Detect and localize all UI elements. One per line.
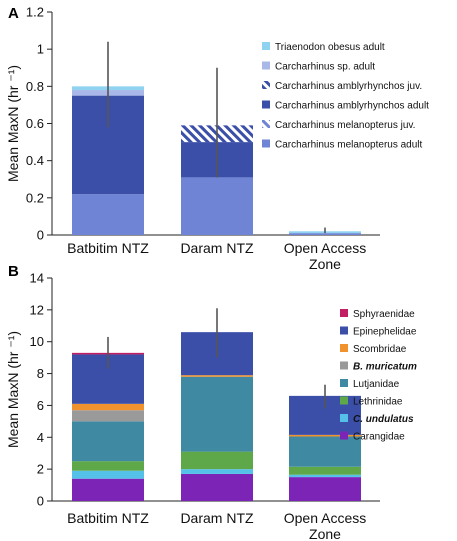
legend-swatch [340, 326, 348, 335]
bar-segment [289, 436, 361, 467]
legend-swatch [340, 414, 348, 422]
panel-label: B [8, 263, 19, 280]
bar-segment [181, 469, 253, 474]
legend-swatch [262, 81, 270, 89]
y-tick-label: 8 [37, 366, 44, 381]
bar-segment [289, 474, 361, 478]
bar-segment [289, 466, 361, 475]
bar-segment [72, 403, 144, 411]
legend-swatch [262, 139, 270, 148]
legend-swatch [262, 61, 270, 70]
legend-label: Carcharhinus melanopterus adult [275, 140, 423, 151]
y-tick-label: 0.2 [26, 190, 44, 205]
y-tick-label: 12 [30, 302, 44, 317]
y-tick-label: 0.8 [26, 79, 44, 94]
category-label: Batbitim NTZ [67, 240, 149, 256]
category-label: Daram NTZ [180, 240, 254, 256]
bar-segment [72, 410, 144, 422]
legend-swatch [262, 120, 270, 128]
legend-swatch [340, 309, 348, 317]
legend-label: Triaenodon obesus adult [275, 42, 385, 53]
bar-segment [289, 477, 361, 501]
legend-label: Sphyraenidae [353, 309, 415, 320]
y-tick-label: 1 [37, 42, 44, 57]
y-tick-label: 0.4 [26, 153, 44, 168]
y-axis-label: Mean MaxN (hr ⁻¹) [5, 331, 21, 448]
bar-segment [72, 461, 144, 471]
y-tick-label: 0 [37, 228, 44, 243]
category-label: Open Access [284, 510, 367, 526]
bar-segment [72, 194, 144, 235]
legend-swatch [340, 431, 348, 440]
legend-label: Carcharhinus melanopterus juv. [275, 120, 415, 131]
legend-label: Carcharhinus amblyrhynchos adult [275, 101, 429, 112]
legend-label: Carcharhinus amblyrhynchos juv. [275, 81, 422, 92]
y-tick-label: 0.6 [26, 116, 44, 131]
bar-segment [181, 177, 253, 235]
bar-segment [181, 451, 253, 470]
bar-segment [72, 421, 144, 462]
legend-label: Epinephelidae [353, 327, 417, 338]
category-label: Batbitim NTZ [67, 510, 149, 526]
legend-label: B. muricatum [353, 362, 417, 373]
bar-segment [181, 473, 253, 501]
legend-label: Carangidae [353, 432, 405, 443]
y-axis-label: Mean MaxN (hr ⁻¹) [5, 65, 21, 182]
legend-label: Carcharhinus sp. adult [275, 62, 375, 73]
panel-label: A [8, 5, 19, 22]
category-label: Open Access [284, 240, 367, 256]
legend-swatch [340, 379, 348, 387]
y-tick-label: 6 [37, 398, 44, 413]
bar-segment [72, 470, 144, 479]
y-tick-label: 0 [37, 494, 44, 509]
legend-swatch [262, 100, 270, 109]
y-tick-label: 2 [37, 462, 44, 477]
legend-swatch [340, 344, 348, 352]
category-label: Daram NTZ [180, 510, 254, 526]
category-label: Zone [309, 256, 341, 272]
y-tick-label: 1.2 [26, 5, 44, 20]
bar-segment [181, 375, 253, 377]
legend-swatch [262, 42, 270, 50]
bar-segment [289, 233, 361, 235]
legend-label: Lethrinidae [353, 397, 403, 408]
y-tick-label: 14 [30, 271, 44, 286]
category-label: Zone [309, 526, 341, 541]
legend-swatch [340, 396, 348, 405]
legend-label: C. undulatus [353, 414, 414, 425]
y-tick-label: 10 [30, 334, 44, 349]
legend-swatch [340, 361, 348, 370]
legend-label: Lutjanidae [353, 379, 400, 390]
y-tick-label: 4 [37, 430, 44, 445]
bar-segment [72, 478, 144, 501]
legend-label: Scombridae [353, 344, 407, 355]
bar-segment [181, 376, 253, 452]
bar-segment [289, 434, 361, 437]
